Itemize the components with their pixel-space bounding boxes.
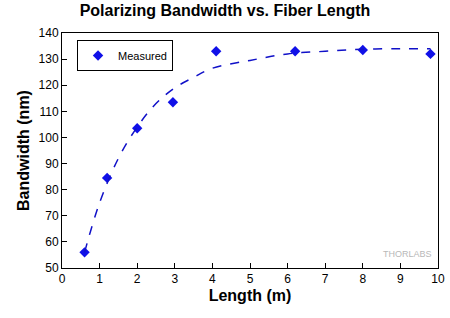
- svg-text:140: 140: [39, 26, 59, 40]
- svg-text:Measured: Measured: [118, 50, 167, 62]
- svg-text:1: 1: [96, 272, 103, 286]
- svg-text:10: 10: [431, 272, 445, 286]
- svg-text:Bandwidth (nm): Bandwidth (nm): [15, 90, 32, 211]
- svg-text:4: 4: [209, 272, 216, 286]
- svg-text:3: 3: [171, 272, 178, 286]
- svg-text:THORLABS: THORLABS: [383, 249, 432, 259]
- svg-text:Length (m): Length (m): [209, 287, 292, 304]
- svg-text:2: 2: [134, 272, 141, 286]
- svg-text:50: 50: [45, 261, 59, 275]
- svg-text:70: 70: [45, 209, 59, 223]
- svg-text:8: 8: [359, 272, 366, 286]
- svg-text:Polarizing Bandwidth vs. Fiber: Polarizing Bandwidth vs. Fiber Length: [80, 2, 371, 19]
- svg-text:60: 60: [45, 235, 59, 249]
- svg-text:90: 90: [45, 157, 59, 171]
- svg-text:100: 100: [39, 131, 59, 145]
- svg-text:7: 7: [322, 272, 329, 286]
- svg-text:120: 120: [39, 78, 59, 92]
- svg-text:110: 110: [39, 105, 58, 119]
- svg-text:80: 80: [45, 183, 59, 197]
- svg-text:5: 5: [247, 272, 254, 286]
- svg-text:130: 130: [39, 52, 59, 66]
- svg-text:9: 9: [397, 272, 404, 286]
- svg-text:6: 6: [284, 272, 291, 286]
- svg-text:0: 0: [59, 272, 66, 286]
